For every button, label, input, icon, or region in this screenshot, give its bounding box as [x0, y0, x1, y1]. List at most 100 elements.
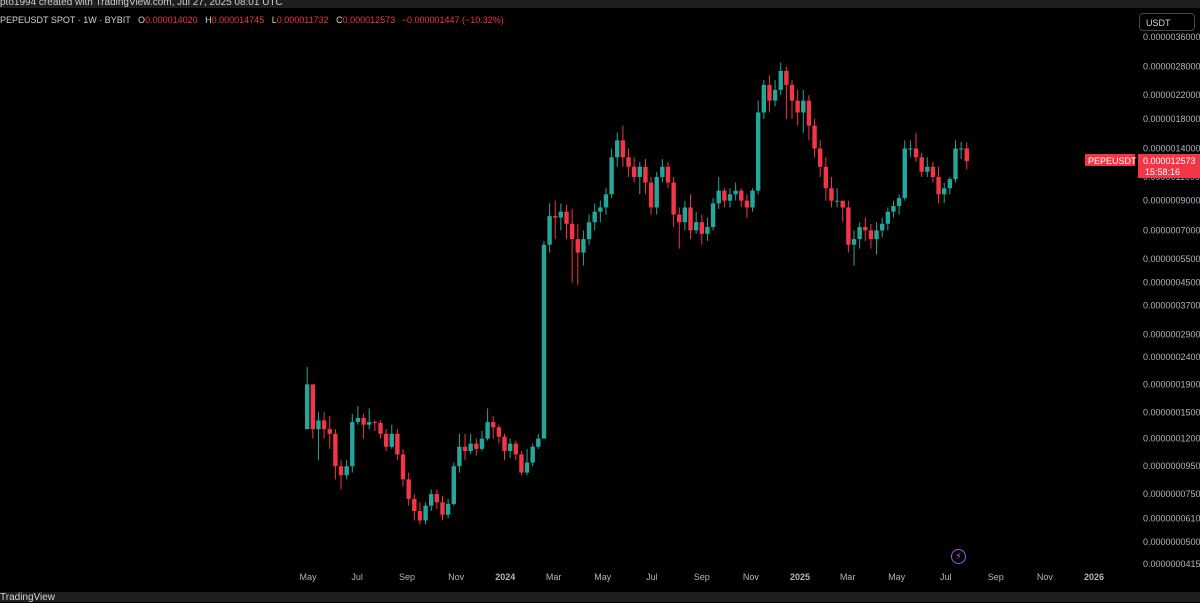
- candle[interactable]: [930, 161, 936, 183]
- candle[interactable]: [755, 100, 761, 195]
- candle[interactable]: [631, 157, 637, 183]
- candle[interactable]: [338, 460, 344, 490]
- candle[interactable]: [541, 240, 547, 439]
- candle[interactable]: [767, 75, 772, 113]
- candle[interactable]: [789, 80, 795, 119]
- candle[interactable]: [445, 498, 451, 519]
- candle[interactable]: [936, 166, 941, 204]
- candle[interactable]: [885, 207, 891, 231]
- candle[interactable]: [586, 214, 592, 245]
- candle[interactable]: [316, 412, 321, 461]
- candle[interactable]: [761, 80, 767, 119]
- candle[interactable]: [902, 140, 907, 201]
- candle[interactable]: [727, 188, 733, 208]
- candle[interactable]: [355, 406, 361, 425]
- candle[interactable]: [327, 416, 332, 449]
- candle[interactable]: [502, 433, 507, 461]
- candle[interactable]: [609, 148, 614, 199]
- candle[interactable]: [485, 408, 490, 441]
- candle[interactable]: [829, 177, 834, 208]
- candle[interactable]: [400, 448, 406, 487]
- candle[interactable]: [479, 430, 485, 452]
- candle[interactable]: [598, 200, 603, 223]
- candle[interactable]: [553, 200, 558, 240]
- candle[interactable]: [812, 118, 817, 158]
- candle[interactable]: [513, 440, 518, 461]
- candle[interactable]: [750, 188, 755, 212]
- candle[interactable]: [795, 89, 800, 126]
- candle[interactable]: [592, 203, 597, 231]
- candle[interactable]: [823, 157, 829, 201]
- candle[interactable]: [806, 95, 812, 141]
- candle[interactable]: [423, 502, 428, 525]
- candle[interactable]: [733, 182, 738, 201]
- candle[interactable]: [361, 413, 366, 439]
- candle[interactable]: [784, 66, 789, 119]
- symbol-line[interactable]: PEPEUSDT SPOT · 1W · BYBIT: [0, 15, 131, 25]
- candle[interactable]: [919, 152, 924, 178]
- tradingview-brand[interactable]: TradingView: [0, 592, 56, 603]
- candle[interactable]: [846, 200, 851, 253]
- candle[interactable]: [925, 157, 930, 178]
- candle[interactable]: [333, 429, 338, 480]
- candle[interactable]: [654, 171, 659, 215]
- candle[interactable]: [693, 211, 699, 234]
- candle[interactable]: [648, 177, 654, 215]
- candle[interactable]: [874, 222, 879, 255]
- candle[interactable]: [896, 194, 902, 215]
- candle[interactable]: [671, 177, 676, 228]
- candle[interactable]: [569, 208, 575, 283]
- candle[interactable]: [457, 433, 462, 473]
- currency-button[interactable]: USDT: [1139, 13, 1195, 31]
- candle[interactable]: [947, 177, 953, 195]
- candle[interactable]: [350, 413, 355, 473]
- candle[interactable]: [530, 443, 535, 467]
- candle[interactable]: [321, 412, 327, 439]
- candle[interactable]: [637, 161, 642, 195]
- candle[interactable]: [581, 230, 586, 266]
- candle[interactable]: [519, 451, 524, 476]
- candle[interactable]: [575, 223, 580, 286]
- candle[interactable]: [367, 408, 372, 430]
- candle[interactable]: [626, 148, 631, 178]
- candle[interactable]: [778, 62, 783, 96]
- candle[interactable]: [744, 194, 750, 218]
- candle[interactable]: [879, 217, 885, 238]
- candle[interactable]: [722, 188, 727, 208]
- candle[interactable]: [620, 125, 626, 167]
- candle[interactable]: [772, 80, 778, 107]
- candle[interactable]: [801, 89, 806, 133]
- candle[interactable]: [310, 384, 316, 439]
- candle[interactable]: [507, 438, 513, 458]
- candle[interactable]: [417, 502, 423, 525]
- candle[interactable]: [868, 223, 874, 249]
- candle[interactable]: [615, 132, 620, 167]
- candle[interactable]: [817, 140, 823, 178]
- candle[interactable]: [699, 214, 705, 245]
- candle[interactable]: [536, 433, 541, 449]
- candle[interactable]: [851, 230, 857, 266]
- candle[interactable]: [643, 159, 648, 195]
- candle[interactable]: [688, 194, 693, 240]
- candle[interactable]: [964, 142, 969, 170]
- candle[interactable]: [389, 424, 394, 449]
- candle[interactable]: [891, 200, 896, 218]
- candle[interactable]: [412, 494, 417, 521]
- candle[interactable]: [378, 420, 383, 439]
- candle[interactable]: [665, 161, 671, 189]
- candle[interactable]: [564, 204, 569, 240]
- candle[interactable]: [491, 416, 496, 439]
- candle[interactable]: [524, 448, 530, 476]
- candle[interactable]: [462, 433, 468, 461]
- candle[interactable]: [474, 438, 479, 456]
- candle[interactable]: [958, 141, 964, 160]
- candle[interactable]: [908, 140, 913, 158]
- candle[interactable]: [953, 140, 958, 183]
- candle[interactable]: [660, 159, 665, 183]
- candle[interactable]: [863, 217, 868, 241]
- candle[interactable]: [857, 222, 862, 249]
- candle[interactable]: [682, 200, 688, 231]
- candle[interactable]: [395, 429, 400, 461]
- candle[interactable]: [677, 207, 682, 249]
